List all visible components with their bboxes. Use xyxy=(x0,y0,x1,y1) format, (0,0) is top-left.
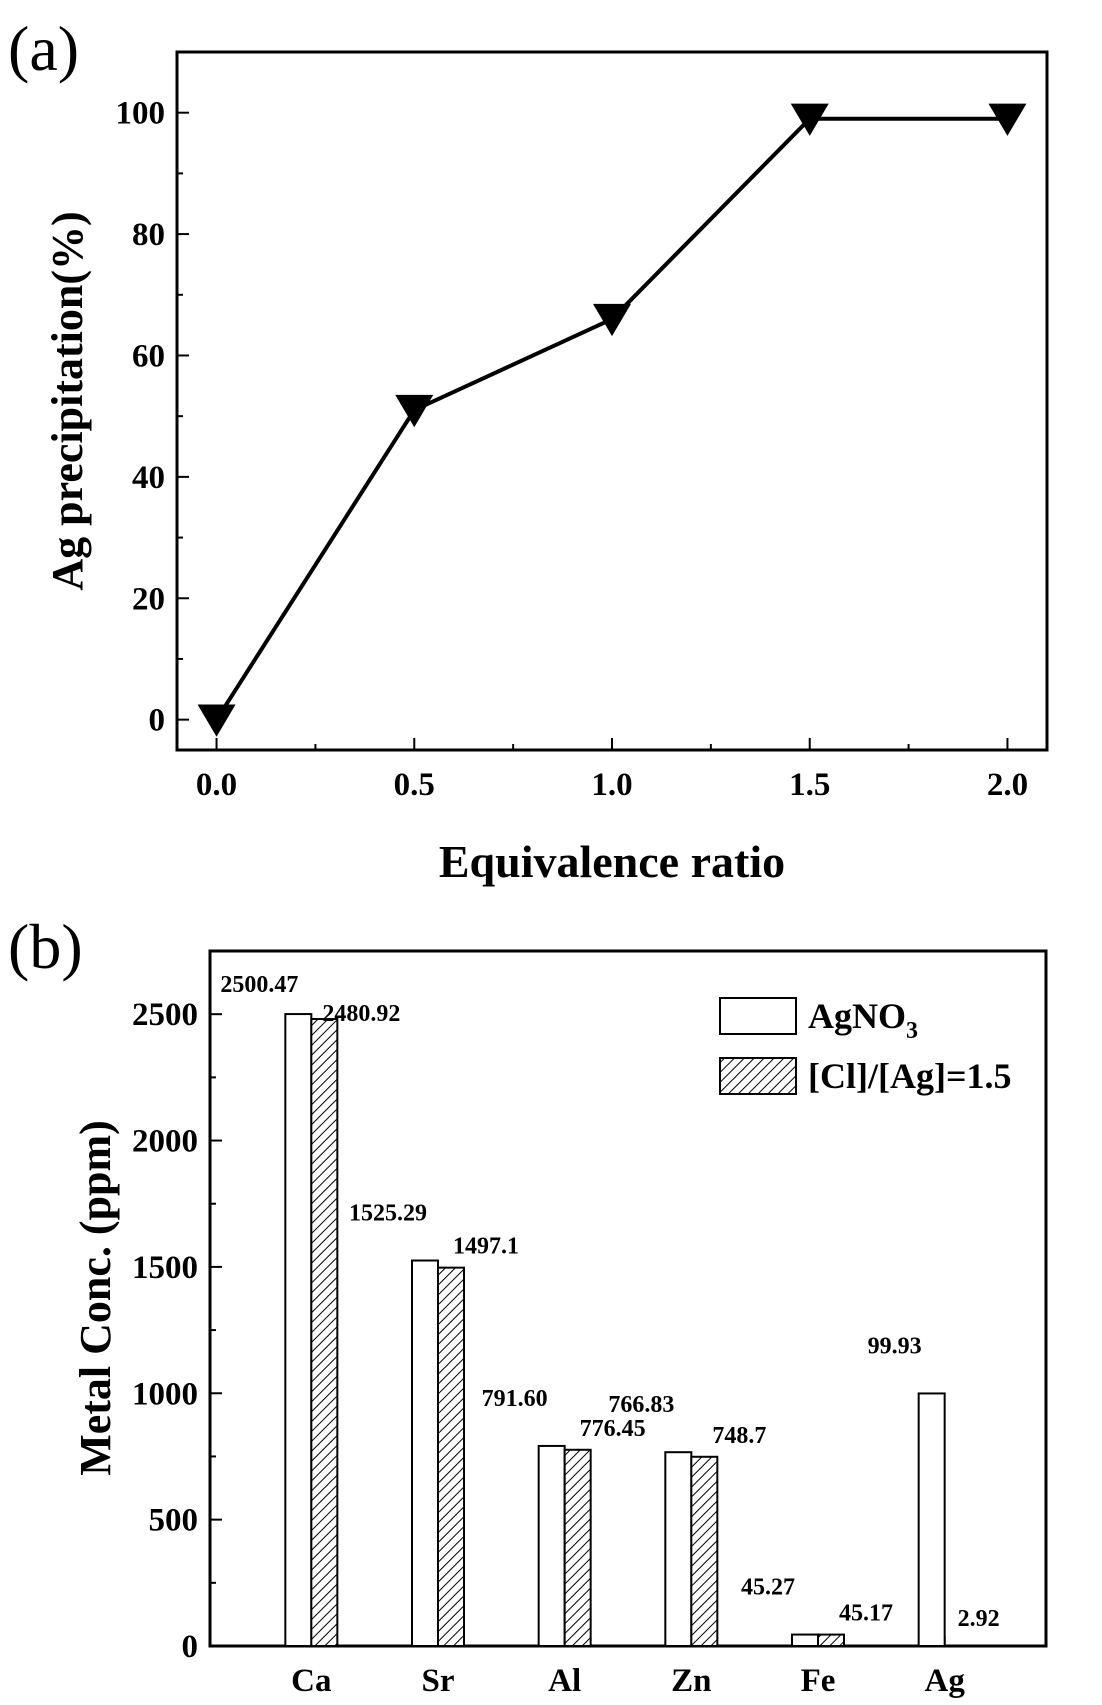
bar-cl-ag xyxy=(437,1266,465,1647)
legend-swatch-cl-ag xyxy=(719,1057,797,1095)
plot-frame-a xyxy=(175,50,1049,752)
x-tick-label-b: Ag xyxy=(924,1663,965,1699)
legend-b: AgNO3 [Cl]/[Ag]=1.5 xyxy=(719,996,1011,1096)
data-point-a xyxy=(197,704,236,737)
bar-cl-ag xyxy=(563,1448,592,1647)
bar-agno3 xyxy=(411,1259,439,1647)
bar-cl-ag xyxy=(817,1633,845,1648)
data-label-cl-ag: 748.7 xyxy=(712,1423,766,1449)
chart-a: (a) 0.0 0.5 1.0 1.5 2.0 0 20 40 60 80 100 Equivale… xyxy=(8,13,1049,887)
x-tick-label-b: Ca xyxy=(291,1663,331,1699)
legend-label-agno3: AgNO3 xyxy=(808,996,918,1044)
x-tick-label-b: Fe xyxy=(801,1663,836,1699)
bar-agno3 xyxy=(664,1451,693,1648)
x-tick-label-b: Sr xyxy=(422,1663,455,1699)
y-tick-label-a: 20 xyxy=(132,581,165,617)
bar-cl-ag xyxy=(690,1455,719,1647)
y-tick-label-b: 2500 xyxy=(132,997,198,1033)
series-a xyxy=(197,103,1027,737)
y-tick-label-b: 1500 xyxy=(132,1250,198,1286)
y-tick-label-b: 500 xyxy=(149,1503,199,1539)
y-axis-title-a: Ag precipitation(%) xyxy=(43,211,92,590)
data-label-agno3: 766.83 xyxy=(608,1392,674,1418)
panel-label-a: (a) xyxy=(8,13,79,84)
legend-label-cl-ag: [Cl]/[Ag]=1.5 xyxy=(808,1056,1011,1096)
x-tick-label-a: 0.0 xyxy=(196,767,237,803)
y-tick-label-b: 1000 xyxy=(132,1376,198,1412)
x-tick-label-b: Zn xyxy=(671,1663,711,1699)
data-label-cl-ag: 776.45 xyxy=(580,1416,646,1442)
bars-b: 2500.472480.921525.291497.1791.60776.457… xyxy=(220,972,1000,1648)
y-tick-label-a: 60 xyxy=(132,338,165,374)
y-tick-label-b: 0 xyxy=(182,1629,199,1665)
data-point-a xyxy=(790,103,829,136)
data-label-agno3: 1525.29 xyxy=(349,1201,427,1227)
data-label-agno3: 99.93 xyxy=(868,1333,922,1359)
line-series-a xyxy=(214,116,1008,721)
x-tick-label-a: 1.0 xyxy=(591,767,632,803)
plot-frame-b xyxy=(208,949,1048,1648)
data-label-agno3: 45.27 xyxy=(741,1575,795,1601)
legend-swatch-agno3 xyxy=(719,997,797,1035)
data-label-agno3: 2500.47 xyxy=(220,972,298,998)
axis-ticks-b: 0 500 1000 1500 2000 2500 Ca Sr Al Zn Fe Ag xyxy=(132,997,965,1699)
data-label-cl-ag: 2480.92 xyxy=(322,1001,400,1027)
data-label-cl-ag: 45.17 xyxy=(839,1601,893,1627)
x-axis-title-a: Equivalence ratio xyxy=(439,836,785,887)
y-tick-label-b: 2000 xyxy=(132,1124,198,1160)
bar-agno3 xyxy=(537,1444,566,1647)
y-tick-label-a: 100 xyxy=(116,96,166,132)
chart-b: (b) 0 500 1000 1500 2000 2500 Ca Sr Al Zn Fe Ag 250… xyxy=(8,911,1048,1699)
x-tick-label-b: Al xyxy=(548,1663,581,1699)
axis-ticks-a: 0.0 0.5 1.0 1.5 2.0 0 20 40 60 80 100 xyxy=(116,96,1029,803)
bar-cl-ag xyxy=(310,1018,339,1647)
data-label-cl-ag: 1497.1 xyxy=(453,1234,519,1260)
panel-label-b: (b) xyxy=(8,911,83,982)
y-tick-label-a: 80 xyxy=(132,217,165,253)
y-tick-label-a: 0 xyxy=(149,703,166,739)
data-point-a xyxy=(988,103,1027,136)
bar-agno3 xyxy=(917,1392,946,1647)
x-tick-label-a: 0.5 xyxy=(394,767,435,803)
data-point-a xyxy=(593,303,631,337)
bar-agno3 xyxy=(791,1633,819,1648)
data-label-agno3: 791.60 xyxy=(482,1386,548,1412)
y-axis-title-b: Metal Conc. (ppm) xyxy=(71,1120,120,1476)
y-tick-label-a: 40 xyxy=(132,460,165,496)
x-tick-label-a: 2.0 xyxy=(987,767,1028,803)
data-label-cl-ag: 2.92 xyxy=(958,1606,1000,1632)
data-point-a xyxy=(395,394,434,428)
bar-agno3 xyxy=(284,1013,313,1647)
x-tick-label-a: 1.5 xyxy=(789,767,830,803)
